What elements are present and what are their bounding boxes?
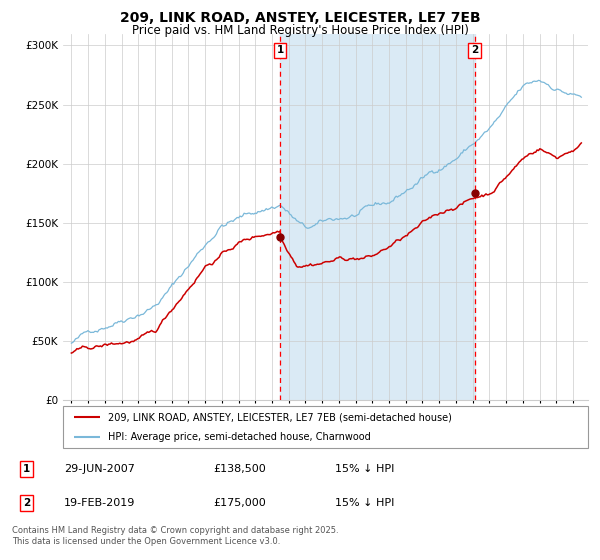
Text: 15% ↓ HPI: 15% ↓ HPI xyxy=(335,464,394,474)
Text: 209, LINK ROAD, ANSTEY, LEICESTER, LE7 7EB (semi-detached house): 209, LINK ROAD, ANSTEY, LEICESTER, LE7 7… xyxy=(107,412,452,422)
Text: £175,000: £175,000 xyxy=(214,498,266,507)
Text: 1: 1 xyxy=(23,464,30,474)
Text: 29-JUN-2007: 29-JUN-2007 xyxy=(64,464,135,474)
Text: Contains HM Land Registry data © Crown copyright and database right 2025.
This d: Contains HM Land Registry data © Crown c… xyxy=(12,526,338,546)
Text: 209, LINK ROAD, ANSTEY, LEICESTER, LE7 7EB: 209, LINK ROAD, ANSTEY, LEICESTER, LE7 7… xyxy=(119,11,481,25)
Text: 2: 2 xyxy=(471,45,478,55)
Text: 2: 2 xyxy=(23,498,30,507)
Text: 1: 1 xyxy=(277,45,284,55)
Text: £138,500: £138,500 xyxy=(214,464,266,474)
FancyBboxPatch shape xyxy=(63,406,588,448)
Text: 15% ↓ HPI: 15% ↓ HPI xyxy=(335,498,394,507)
Text: Price paid vs. HM Land Registry's House Price Index (HPI): Price paid vs. HM Land Registry's House … xyxy=(131,24,469,36)
Text: 19-FEB-2019: 19-FEB-2019 xyxy=(64,498,135,507)
Text: HPI: Average price, semi-detached house, Charnwood: HPI: Average price, semi-detached house,… xyxy=(107,432,370,442)
Bar xyxy=(280,34,475,400)
